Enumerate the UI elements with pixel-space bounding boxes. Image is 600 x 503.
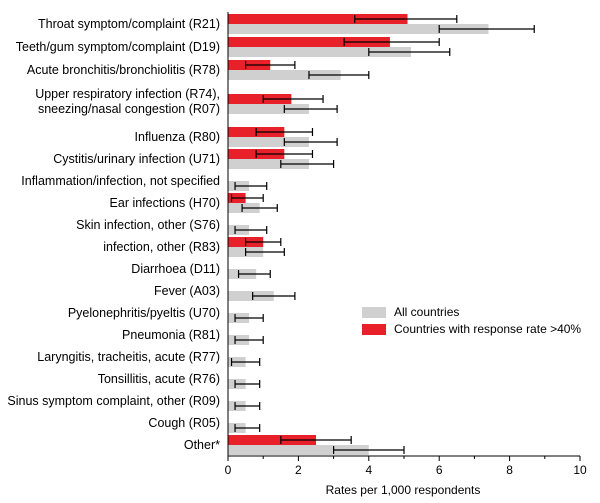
x-tick-label: 6 — [436, 463, 443, 477]
category-label: Other* — [184, 438, 220, 452]
bar-response-rate — [228, 435, 316, 445]
bar-all-countries — [228, 47, 412, 57]
category-label: Fever (A03) — [154, 284, 220, 298]
category-label: Acute bronchitis/bronchiolitis (R78) — [27, 63, 220, 77]
bar-all-countries — [228, 445, 369, 455]
category-label: Upper respiratory infection (R74), sneezi… — [35, 87, 220, 116]
bar-all-countries — [228, 70, 341, 80]
x-axis: 0 2 4 6 8 10 — [225, 12, 587, 477]
category-label: Skin infection, other (S76) — [76, 218, 220, 232]
category-label: Diarrhoea (D11) — [131, 262, 220, 276]
category-label: Throat symptom/complaint (R21) — [38, 17, 220, 31]
category-label: infection, other (R83) — [103, 240, 220, 254]
category-label: Cough (R05) — [148, 416, 220, 430]
category-label: Ear infections (H70) — [110, 196, 220, 210]
category-label-line: sneezing/nasal congestion (R07) — [38, 102, 220, 116]
category-label: Pneumonia (R81) — [122, 328, 220, 342]
bars-layer — [228, 14, 489, 455]
error-bars-layer — [230, 15, 535, 454]
legend-label-response-rate: Countries with response rate >40% — [394, 322, 581, 336]
legend: All countries Countries with response ra… — [362, 305, 581, 336]
category-label: Tonsillitis, acute (R76) — [98, 372, 220, 386]
bar-all-countries — [228, 291, 274, 301]
category-label: Teeth/gum symptom/complaint (D19) — [16, 40, 220, 54]
category-label: Pyelonephritis/pyeltis (U70) — [68, 306, 220, 320]
bar-all-countries — [228, 104, 309, 114]
legend-swatch-response-rate — [362, 324, 386, 335]
x-tick-label: 4 — [365, 463, 372, 477]
category-label: Inflammation/infection, not specified — [21, 174, 220, 188]
category-label: Laryngitis, tracheitis, acute (R77) — [37, 350, 220, 364]
category-label: Cystitis/urinary infection (U71) — [53, 152, 220, 166]
bar-response-rate — [228, 94, 292, 104]
bar-all-countries — [228, 24, 489, 34]
x-tick-label: 10 — [573, 463, 587, 477]
legend-swatch-all-countries — [362, 307, 386, 318]
x-tick-label: 2 — [295, 463, 302, 477]
category-label-line: Upper respiratory infection (R74), — [35, 87, 220, 101]
bar-response-rate — [228, 37, 390, 47]
bar-all-countries — [228, 159, 309, 169]
category-labels-layer: Throat symptom/complaint (R21) Teeth/gum … — [7, 17, 220, 452]
legend-label-all-countries: All countries — [394, 305, 459, 319]
category-label: Sinus symptom complaint, other (R09) — [7, 394, 220, 408]
x-tick-label: 0 — [225, 463, 232, 477]
category-label: Influenza (R80) — [135, 130, 220, 144]
bar-response-rate — [228, 14, 408, 24]
x-axis-title: Rates per 1,000 respondents — [326, 483, 481, 497]
x-tick-label: 8 — [506, 463, 513, 477]
bar-all-countries — [228, 137, 309, 147]
